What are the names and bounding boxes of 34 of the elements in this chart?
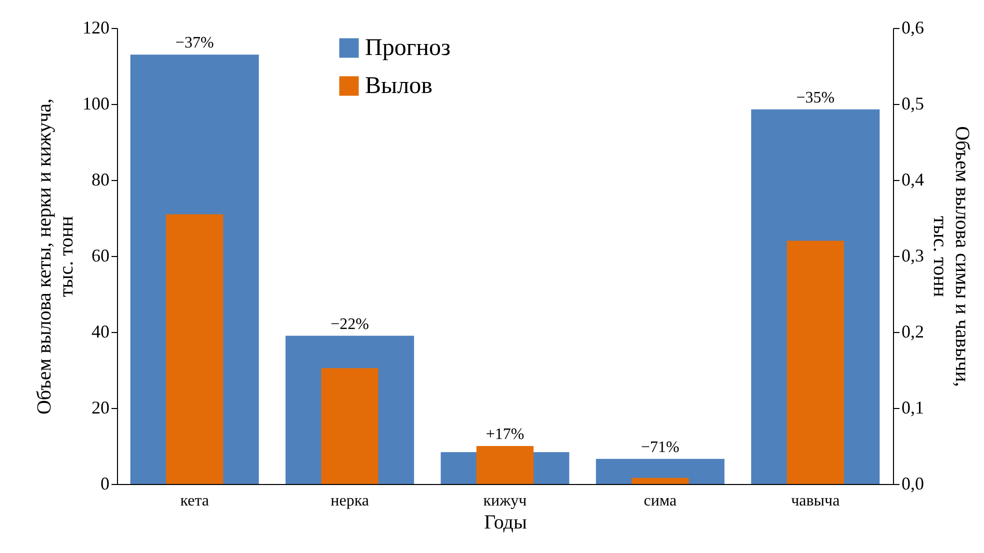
- bar: [476, 446, 534, 484]
- y2-tick-label: 0,4: [902, 170, 924, 190]
- annotation: −35%: [796, 89, 835, 106]
- x-tick-label: чавыча: [791, 492, 840, 510]
- legend-label: Прогноз: [365, 35, 450, 61]
- y2-tick-label: 0,3: [902, 246, 924, 266]
- annotation: −37%: [175, 34, 214, 52]
- y2-tick-label: 0,6: [902, 18, 924, 38]
- x-axis-title: Годы: [484, 512, 527, 534]
- y-axis-title: Объем вылова кеты, нерки и кижуча, тыс. тонн: [34, 98, 78, 415]
- y-tick-label: 80: [92, 170, 110, 190]
- y-tick-label: 120: [82, 18, 110, 38]
- x-tick-label: кижуч: [483, 492, 527, 510]
- annotation: +17%: [486, 426, 524, 443]
- x-tick-label: сима: [644, 492, 677, 510]
- y-tick-label: 0: [100, 474, 110, 494]
- x-tick-label: нерка: [330, 492, 369, 510]
- y-tick-label: 40: [92, 322, 110, 342]
- bar: [632, 478, 689, 484]
- y-tick-label: 100: [82, 94, 110, 114]
- y-tick-label: 60: [92, 246, 110, 266]
- y2-tick-label: 0,5: [902, 94, 924, 114]
- y-tick-label: 20: [92, 398, 110, 418]
- legend-label: Вылов: [365, 73, 432, 99]
- y2-axis-title: Объем вылова симы и чавычи, тыс. тонн: [929, 126, 973, 387]
- y2-tick-label: 0,0: [902, 474, 924, 494]
- y2-tick-label: 0,1: [902, 398, 924, 418]
- bar: [786, 240, 844, 484]
- bar: [321, 368, 378, 484]
- y2-tick-label: 0,2: [902, 322, 924, 342]
- annotation: −71%: [641, 438, 680, 456]
- bar: [166, 214, 224, 484]
- annotation: −22%: [330, 316, 369, 333]
- x-tick-label: кета: [180, 492, 209, 510]
